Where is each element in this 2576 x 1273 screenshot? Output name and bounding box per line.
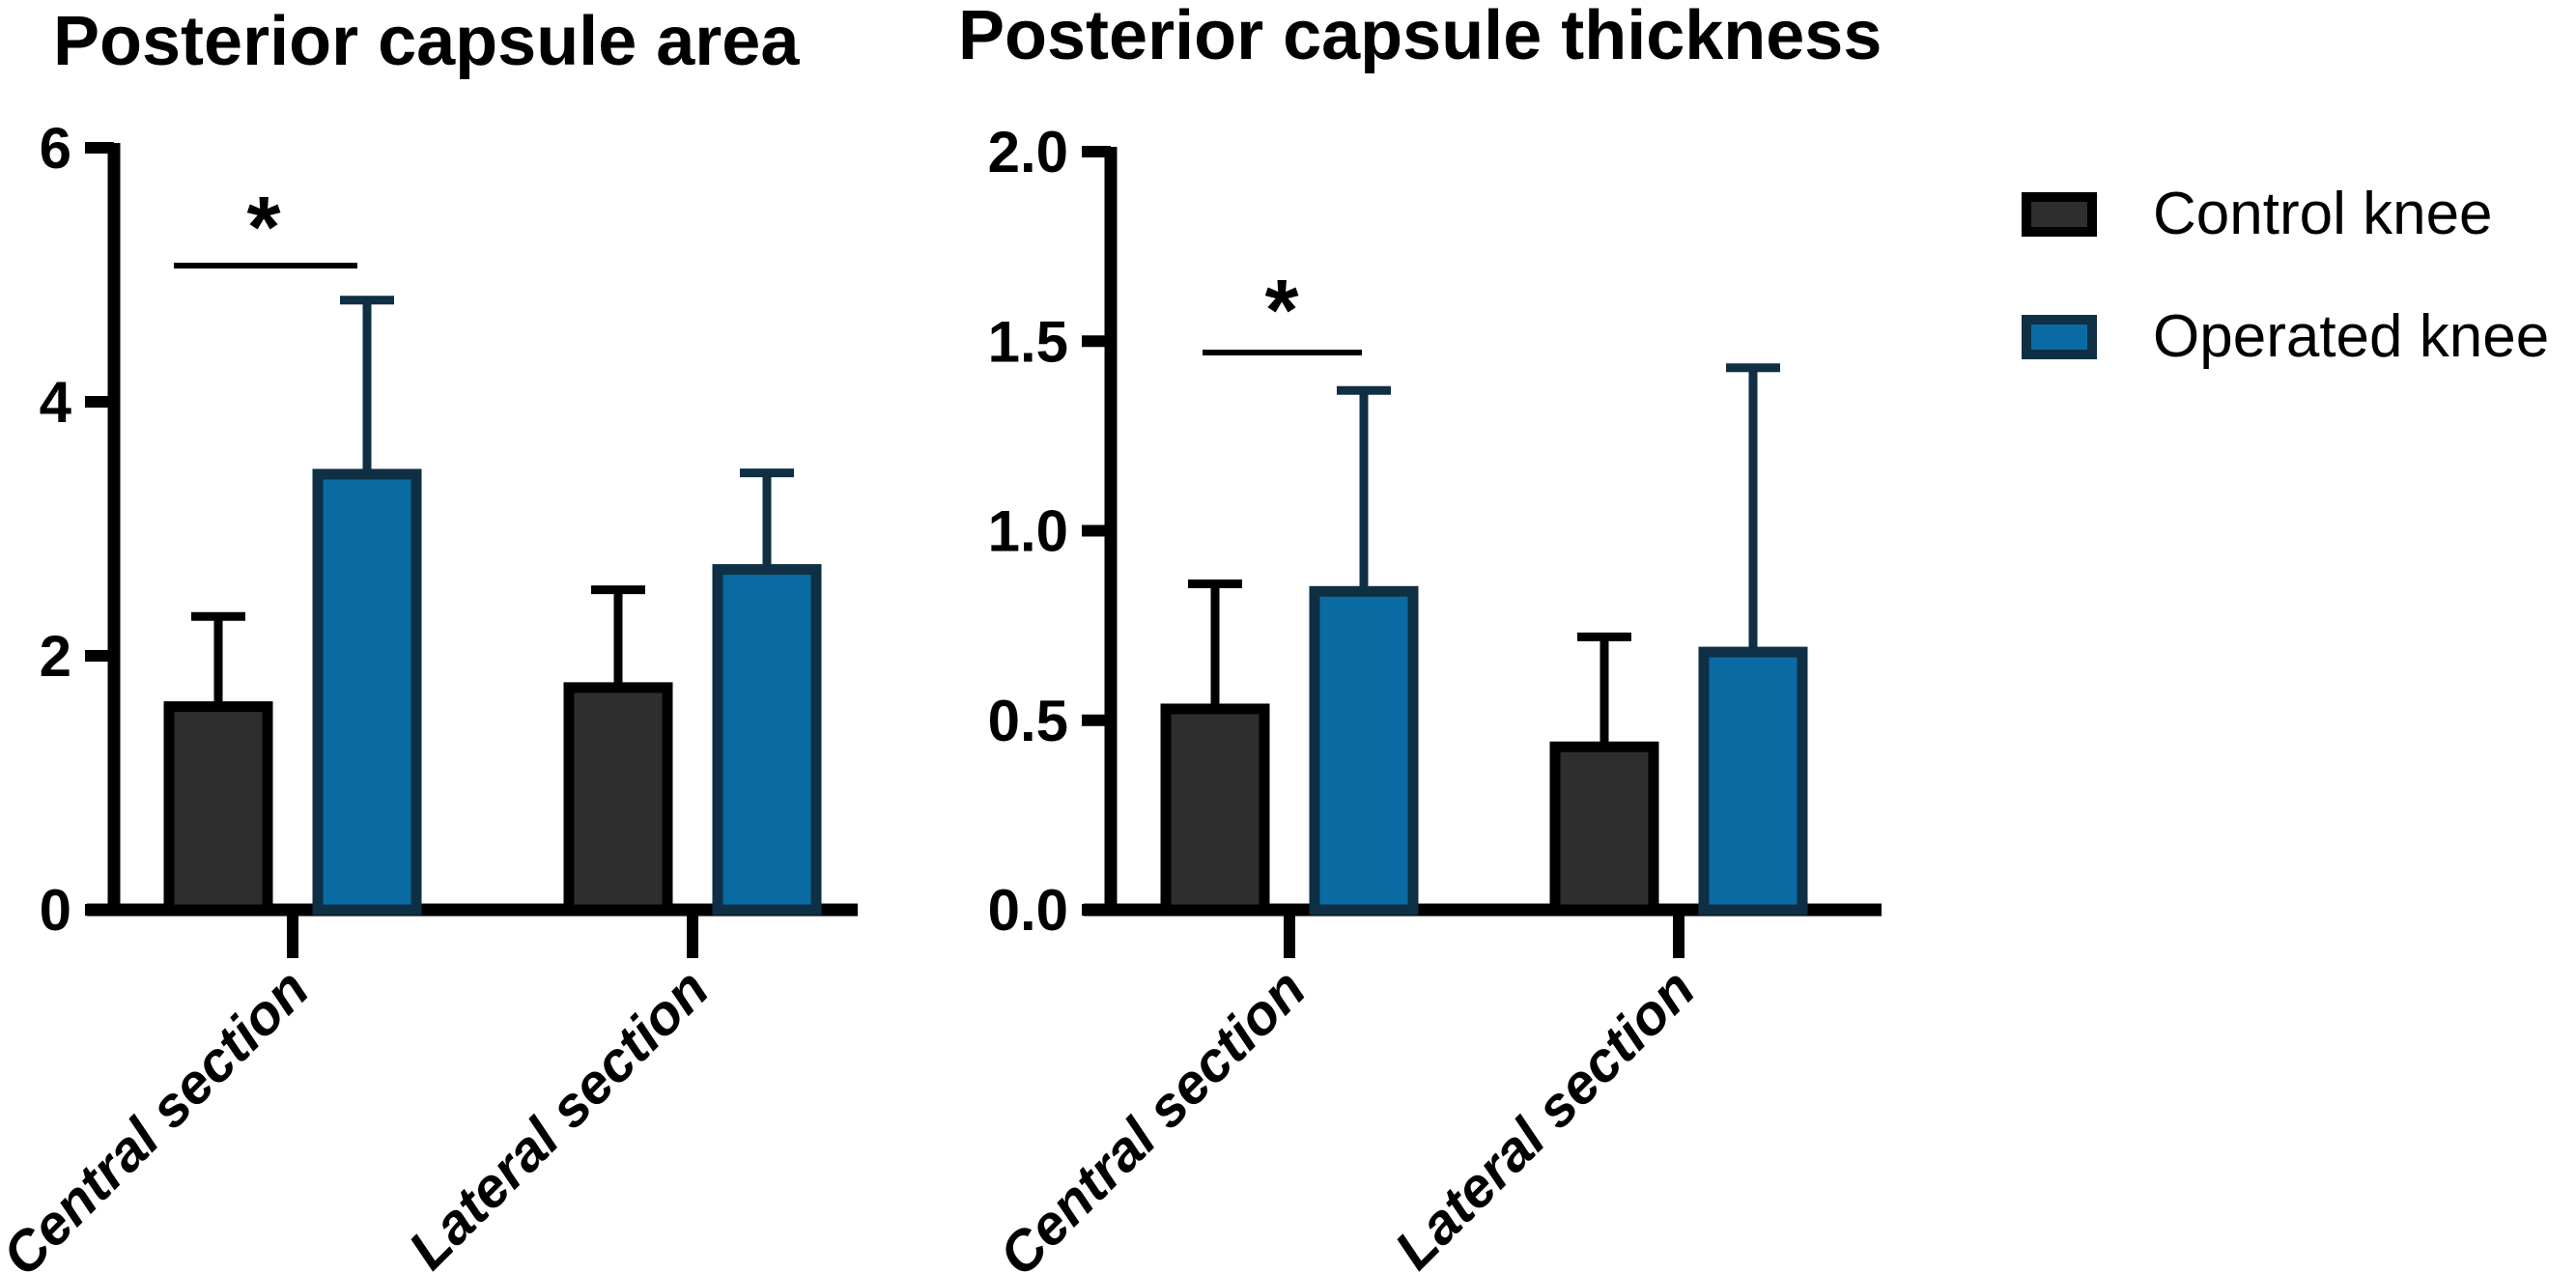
bar-control-knee (163, 701, 273, 916)
bar-control-knee (1160, 703, 1270, 916)
y-tick-label: 6 (40, 116, 71, 181)
legend-label: Operated knee (2153, 303, 2550, 370)
y-tick-label: 0.0 (988, 878, 1068, 943)
bar-control-knee (563, 682, 673, 916)
bar-operated-knee (1309, 585, 1419, 916)
right-chart-title: Posterior capsule thickness (958, 0, 1882, 74)
legend: Control knee Operated knee (2022, 180, 2549, 371)
significance-asterisk: * (1264, 263, 1298, 359)
legend-item-control-knee: Control knee (2022, 180, 2549, 248)
bar-operated-knee (312, 468, 422, 916)
x-category-label: Lateral section (1383, 957, 1707, 1273)
x-category-label: Central section (987, 957, 1317, 1273)
y-tick-label: 4 (40, 370, 72, 435)
y-tick-label: 1.5 (988, 309, 1068, 374)
bar-operated-knee (1698, 646, 1808, 916)
bar-operated-knee (712, 564, 822, 916)
control-knee-swatch-icon (2022, 191, 2097, 237)
operated-knee-swatch-icon (2022, 314, 2097, 359)
y-tick-label: 0 (40, 878, 71, 943)
y-tick-label: 0.5 (988, 689, 1068, 753)
y-tick-label: 1.0 (988, 499, 1068, 564)
left-chart-title: Posterior capsule area (53, 3, 800, 80)
legend-item-operated-knee: Operated knee (2022, 302, 2549, 371)
significance-asterisk: * (246, 180, 280, 276)
bar-control-knee (1549, 741, 1659, 916)
legend-label: Control knee (2153, 181, 2493, 247)
y-tick-label: 2.0 (988, 120, 1068, 184)
y-tick-label: 2 (40, 624, 71, 689)
